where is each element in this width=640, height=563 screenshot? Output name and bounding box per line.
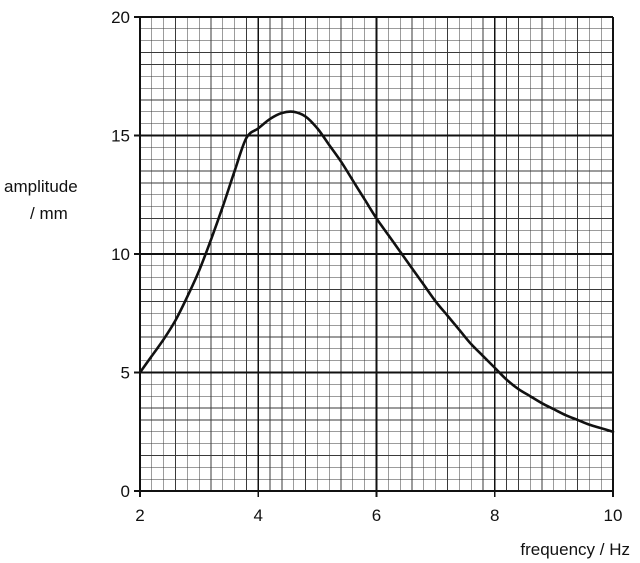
y-axis-label-line1: amplitude [4, 177, 78, 196]
y-tick-labels: 0 5 10 15 20 [111, 8, 130, 501]
y-tick-label: 0 [121, 482, 130, 501]
x-tick-labels: 2 4 6 8 10 [135, 506, 622, 525]
resonance-curve [138, 110, 615, 434]
x-tick-label: 6 [372, 506, 381, 525]
x-axis-label: frequency / Hz [520, 540, 630, 559]
y-tick-label: 10 [111, 245, 130, 264]
y-tick-label: 5 [121, 364, 130, 383]
x-tick-label: 2 [135, 506, 144, 525]
grid-major [134, 16, 614, 497]
x-tick-label: 8 [490, 506, 499, 525]
x-tick-label: 4 [254, 506, 263, 525]
y-axis-label-line2: / mm [30, 204, 68, 223]
y-tick-label: 20 [111, 8, 130, 27]
x-tick-label: 10 [604, 506, 623, 525]
y-tick-label: 15 [111, 127, 130, 146]
